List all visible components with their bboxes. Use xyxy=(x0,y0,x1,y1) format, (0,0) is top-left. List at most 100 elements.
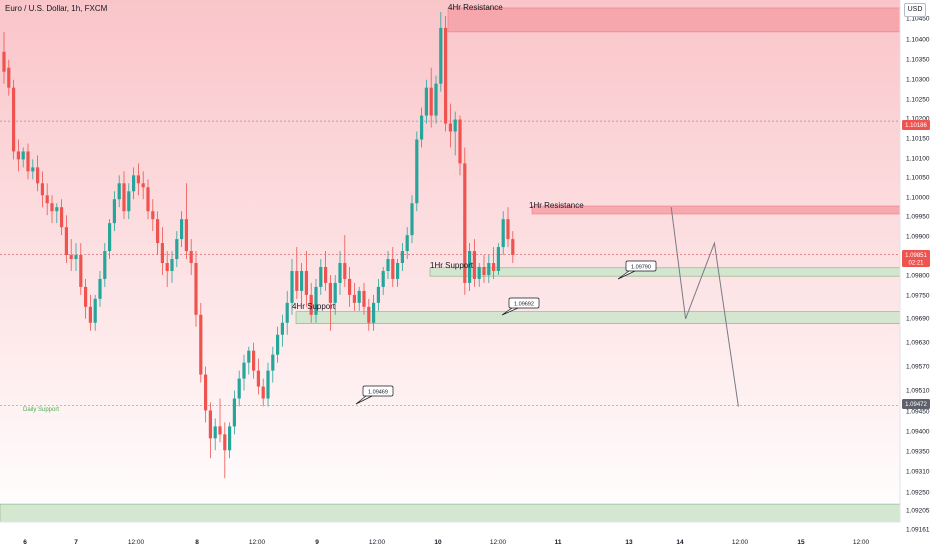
candles-layer xyxy=(2,11,515,479)
candle-body xyxy=(256,370,260,387)
label-1hr-support: 1Hr Support xyxy=(430,261,474,270)
candle-body xyxy=(156,219,160,244)
price-badge xyxy=(902,399,930,409)
y-tick-label: 1.09510 xyxy=(906,388,930,395)
callout-pointer xyxy=(355,395,373,405)
candle-body xyxy=(328,282,332,303)
candle-body xyxy=(213,426,217,439)
candle-body xyxy=(88,306,92,323)
candle-body xyxy=(261,386,265,399)
candle-body xyxy=(208,410,212,439)
candle-body xyxy=(218,426,222,435)
x-tick-label: 11 xyxy=(555,539,562,546)
candle-body xyxy=(21,151,25,160)
candle-body xyxy=(439,27,443,84)
candle-body xyxy=(434,83,438,116)
y-tick-label: 1.10300 xyxy=(906,77,930,84)
candle-body xyxy=(266,370,270,399)
x-tick-label: 12:00 xyxy=(249,539,266,546)
price-axis: 1.10450 1.10400 1.10350 1.10300 1.10250 1.102… xyxy=(906,16,930,534)
label-daily-support: Daily Support xyxy=(23,407,59,413)
candle-body xyxy=(496,247,500,271)
candle-body xyxy=(36,167,40,184)
candle-body xyxy=(165,263,169,271)
y-tick-label: 1.10000 xyxy=(906,195,930,202)
price-badge xyxy=(902,250,930,267)
currency-button[interactable]: USD xyxy=(904,3,926,17)
price-badge-value: 1.09851 xyxy=(905,253,927,259)
y-tick-label: 1.09750 xyxy=(906,293,930,300)
candle-body xyxy=(184,219,188,252)
candle-body xyxy=(160,243,164,264)
price-badge-countdown: 02:21 xyxy=(908,261,924,267)
label-4hr-support: 4Hr Support xyxy=(292,302,336,311)
candle-body xyxy=(103,251,107,279)
x-tick-label: 8 xyxy=(195,539,199,546)
x-tick-label: 14 xyxy=(676,539,684,546)
candle-body xyxy=(333,282,337,303)
candle-body xyxy=(175,239,179,260)
callout-box xyxy=(508,297,540,309)
candle-body xyxy=(189,251,193,264)
candle-body xyxy=(98,278,102,299)
candle-body xyxy=(420,115,424,140)
label-1hr-resistance: 1Hr Resistance xyxy=(529,201,584,210)
callout-value: 1.09469 xyxy=(368,389,388,395)
x-tick-label: 12:00 xyxy=(732,539,749,546)
price-badge-value: 1.10186 xyxy=(905,123,927,129)
y-tick-label: 1.09350 xyxy=(906,449,930,456)
candle-body xyxy=(136,175,140,184)
candle-body xyxy=(170,259,174,271)
candle-body xyxy=(314,286,318,315)
callout-pointer xyxy=(501,307,519,316)
y-tick-label: 1.09310 xyxy=(906,469,930,476)
candle-body xyxy=(362,290,366,307)
y-tick-label: 1.10050 xyxy=(906,175,930,182)
projection-layer xyxy=(670,207,739,407)
candle-body xyxy=(352,294,356,303)
y-tick-label: 1.09400 xyxy=(906,429,930,436)
projection-path xyxy=(670,207,739,407)
candle-body xyxy=(511,239,515,256)
time-axis-background[interactable] xyxy=(0,522,900,550)
candle-body xyxy=(252,350,256,371)
candle-body xyxy=(338,263,342,283)
price-badges: 1.10186 1.09851 02:21 1.09472 xyxy=(902,120,930,409)
candle-body xyxy=(300,270,304,291)
y-tick-label: 1.09450 xyxy=(906,409,930,416)
x-tick-label: 10 xyxy=(434,539,442,546)
candle-body xyxy=(117,183,121,200)
plot-background xyxy=(0,0,900,522)
candle-body xyxy=(93,298,97,323)
price-axis-background[interactable] xyxy=(900,0,932,550)
candle-body xyxy=(151,211,155,220)
candle-body xyxy=(506,219,510,240)
x-tick-label: 12:00 xyxy=(490,539,507,546)
candle-body xyxy=(127,191,131,212)
candle-body xyxy=(444,27,448,124)
y-tick-label: 1.09900 xyxy=(906,234,930,241)
candle-body xyxy=(271,354,275,371)
candle-body xyxy=(309,294,313,315)
candle-body xyxy=(319,266,323,287)
candle-body xyxy=(448,123,452,132)
candle-body xyxy=(343,263,347,279)
y-tick-label: 1.09800 xyxy=(906,273,930,280)
callout-box xyxy=(362,385,394,397)
candle-body xyxy=(79,255,83,287)
price-badge xyxy=(902,120,930,130)
annotations-layer: 4Hr Resistance 1Hr Resistance 1Hr Support 4… xyxy=(23,3,657,413)
time-axis: 6 7 12:00 8 12:00 9 12:00 10 12:00 11 13 14 12:00 15 1… xyxy=(23,539,869,546)
candle-body xyxy=(64,227,68,256)
candle-body xyxy=(492,263,496,271)
candle-body xyxy=(415,139,419,204)
candle-body xyxy=(228,426,232,451)
x-tick-label: 15 xyxy=(797,539,805,546)
candle-body xyxy=(453,119,457,132)
candle-body xyxy=(50,203,54,212)
candle-body xyxy=(391,259,395,279)
candle-body xyxy=(472,251,476,279)
candle-body xyxy=(112,199,116,224)
candle-body xyxy=(237,378,241,399)
